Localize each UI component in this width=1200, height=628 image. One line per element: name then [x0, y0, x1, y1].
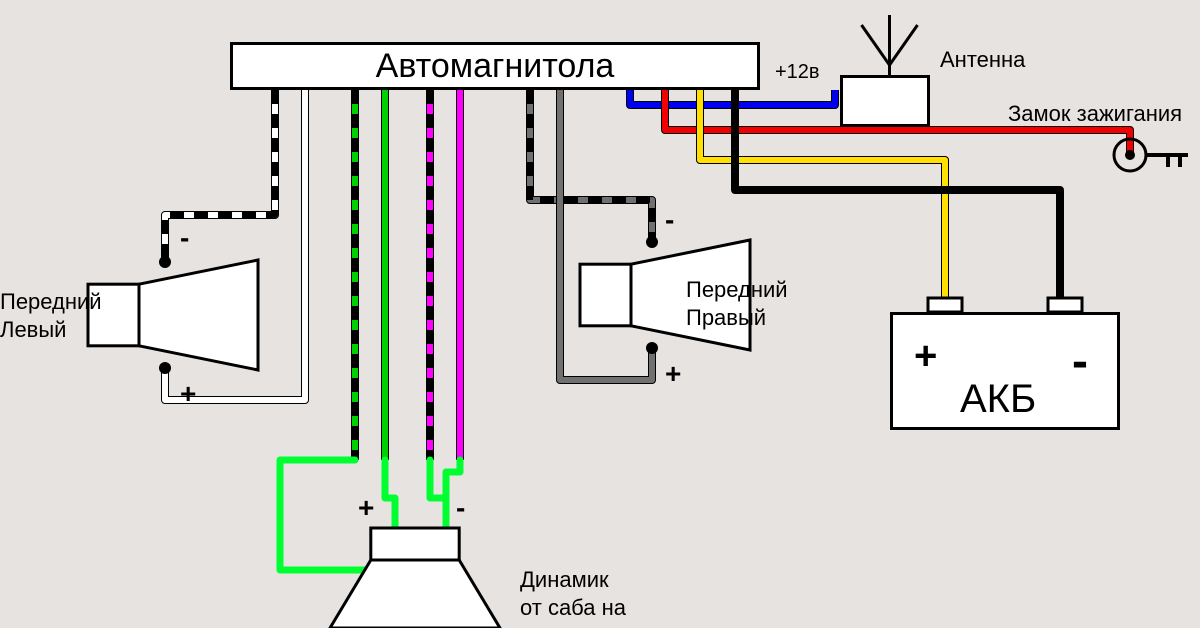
- ignition-key-icon: [1114, 139, 1188, 171]
- front-left-label: Передний Левый: [0, 288, 102, 343]
- speaker-sub: [330, 528, 500, 628]
- front-right-label: Передний Правый: [686, 276, 788, 331]
- antenna-amplifier-box: [840, 75, 930, 127]
- speaker-front-left: [88, 260, 258, 370]
- plus12v-label: +12в: [775, 60, 820, 85]
- head-unit-label: Автомагнитола: [376, 47, 615, 86]
- wire-sub-jumper-2: [385, 460, 395, 530]
- antenna-label: Антенна: [940, 46, 1025, 74]
- battery-label: АКБ: [960, 374, 1036, 424]
- wire-front-right-plus: [560, 90, 652, 380]
- wire-front-right-minus: [530, 90, 652, 242]
- ignition-label: Замок зажигания: [1008, 100, 1182, 128]
- sub-speaker-label: Динамик от саба на: [520, 566, 626, 621]
- head-unit-box: Автомагнитола: [230, 42, 760, 90]
